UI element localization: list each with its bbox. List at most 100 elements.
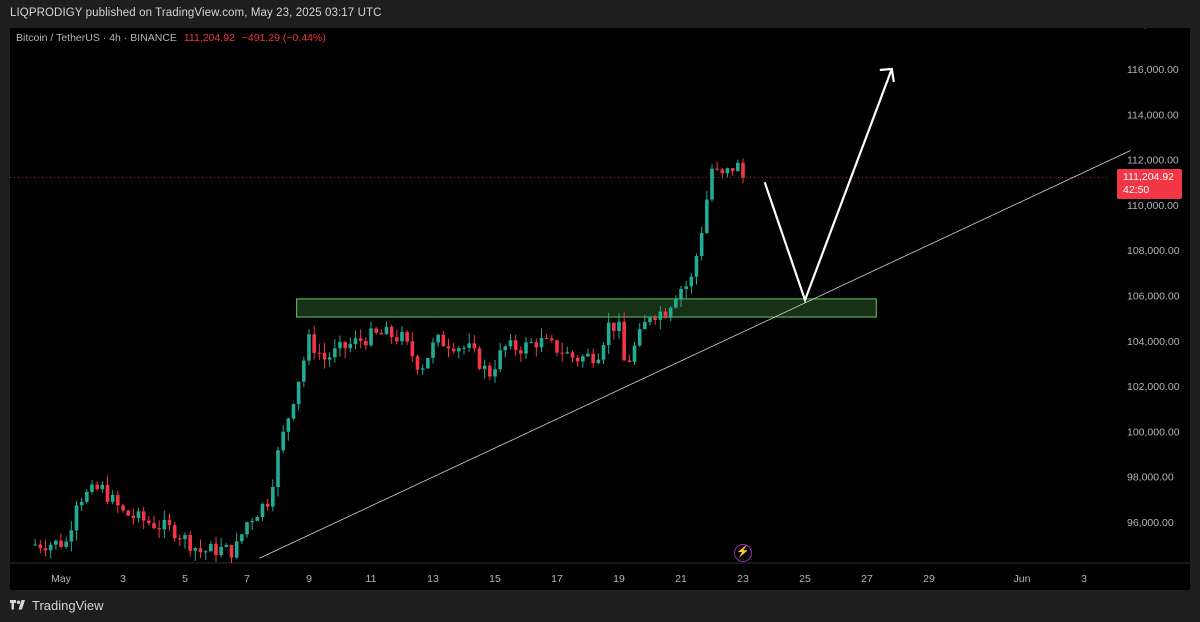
candle[interactable]: [384, 326, 389, 335]
candle[interactable]: [560, 352, 564, 354]
candle[interactable]: [126, 510, 130, 516]
candle[interactable]: [353, 338, 358, 344]
candle[interactable]: [136, 511, 141, 519]
candle[interactable]: [663, 311, 668, 318]
candle[interactable]: [116, 494, 120, 506]
candle[interactable]: [736, 162, 740, 172]
tradingview-logo[interactable]: TradingView: [10, 598, 104, 613]
candle[interactable]: [539, 338, 544, 348]
candle[interactable]: [69, 530, 74, 542]
candle[interactable]: [446, 346, 451, 349]
candle[interactable]: [472, 343, 477, 349]
candle[interactable]: [271, 487, 275, 507]
candle[interactable]: [364, 340, 368, 346]
candle[interactable]: [420, 368, 425, 370]
candle[interactable]: [575, 357, 580, 362]
candle[interactable]: [219, 546, 223, 556]
candle[interactable]: [224, 544, 229, 547]
candle[interactable]: [121, 505, 125, 511]
candle[interactable]: [679, 288, 683, 299]
candle[interactable]: [64, 541, 68, 547]
candle[interactable]: [529, 342, 533, 344]
candle[interactable]: [317, 352, 322, 354]
candle[interactable]: [451, 348, 456, 352]
candle[interactable]: [415, 356, 420, 370]
candle[interactable]: [90, 484, 94, 492]
candle[interactable]: [436, 334, 440, 343]
candle[interactable]: [348, 343, 353, 349]
candle[interactable]: [178, 538, 182, 540]
candle[interactable]: [286, 418, 291, 432]
candle[interactable]: [265, 503, 270, 507]
candle[interactable]: [741, 162, 745, 178]
candle[interactable]: [79, 501, 84, 506]
candle[interactable]: [653, 317, 657, 320]
candle[interactable]: [720, 169, 725, 174]
candle[interactable]: [229, 544, 234, 558]
candle[interactable]: [617, 321, 621, 331]
candle[interactable]: [508, 340, 513, 347]
candle[interactable]: [503, 346, 508, 351]
candle[interactable]: [565, 352, 570, 354]
candle[interactable]: [358, 338, 363, 341]
candle[interactable]: [193, 548, 198, 551]
candle[interactable]: [668, 307, 673, 318]
candle[interactable]: [606, 322, 611, 346]
candle[interactable]: [157, 528, 161, 530]
candle[interactable]: [147, 520, 151, 524]
candle[interactable]: [291, 404, 296, 419]
candle[interactable]: [400, 332, 404, 342]
projected-path-arrow[interactable]: [763, 68, 893, 304]
candle[interactable]: [467, 343, 471, 348]
candle[interactable]: [255, 516, 260, 521]
ascending-trendline[interactable]: [259, 150, 1131, 559]
chart-pane[interactable]: 96,000.00 98,000.00 100,000.00 102,000.00 10…: [10, 28, 1190, 590]
candle[interactable]: [674, 298, 678, 308]
candle[interactable]: [534, 342, 539, 348]
candle[interactable]: [694, 256, 699, 277]
candle[interactable]: [581, 356, 585, 362]
candle[interactable]: [710, 168, 714, 200]
candle[interactable]: [405, 332, 409, 342]
candle[interactable]: [643, 322, 647, 330]
price-chart[interactable]: 96,000.00 98,000.00 100,000.00 102,000.00 10…: [10, 28, 1190, 590]
candle[interactable]: [519, 350, 523, 354]
candle[interactable]: [591, 353, 595, 364]
candle[interactable]: [395, 337, 399, 342]
candle[interactable]: [622, 321, 626, 361]
candle[interactable]: [48, 544, 53, 551]
candle[interactable]: [648, 317, 652, 323]
candle[interactable]: [214, 543, 218, 556]
candle[interactable]: [100, 484, 105, 490]
candle[interactable]: [601, 345, 606, 360]
candle[interactable]: [250, 520, 254, 523]
candle[interactable]: [544, 338, 549, 340]
candle[interactable]: [59, 540, 63, 547]
candle[interactable]: [369, 328, 373, 346]
candle[interactable]: [327, 357, 332, 360]
candle[interactable]: [302, 360, 306, 382]
candle[interactable]: [705, 199, 709, 233]
candle[interactable]: [198, 548, 203, 553]
candle[interactable]: [488, 365, 492, 377]
candle[interactable]: [338, 342, 342, 349]
candle[interactable]: [570, 352, 575, 358]
candle[interactable]: [498, 350, 502, 370]
lightning-icon[interactable]: ⚡: [734, 544, 752, 562]
candle[interactable]: [596, 359, 601, 364]
candle[interactable]: [482, 365, 487, 369]
candle[interactable]: [38, 544, 43, 549]
candle[interactable]: [374, 328, 378, 333]
candle[interactable]: [307, 334, 311, 361]
candle[interactable]: [152, 523, 156, 529]
candle[interactable]: [203, 551, 208, 553]
candle[interactable]: [627, 360, 632, 362]
candle[interactable]: [240, 534, 244, 542]
candle[interactable]: [209, 543, 213, 552]
candle[interactable]: [493, 369, 497, 377]
candle[interactable]: [550, 338, 554, 341]
symbol-name[interactable]: Bitcoin / TetherUS: [16, 32, 100, 44]
candle[interactable]: [245, 522, 249, 535]
candle[interactable]: [322, 352, 327, 360]
candle[interactable]: [441, 334, 446, 347]
